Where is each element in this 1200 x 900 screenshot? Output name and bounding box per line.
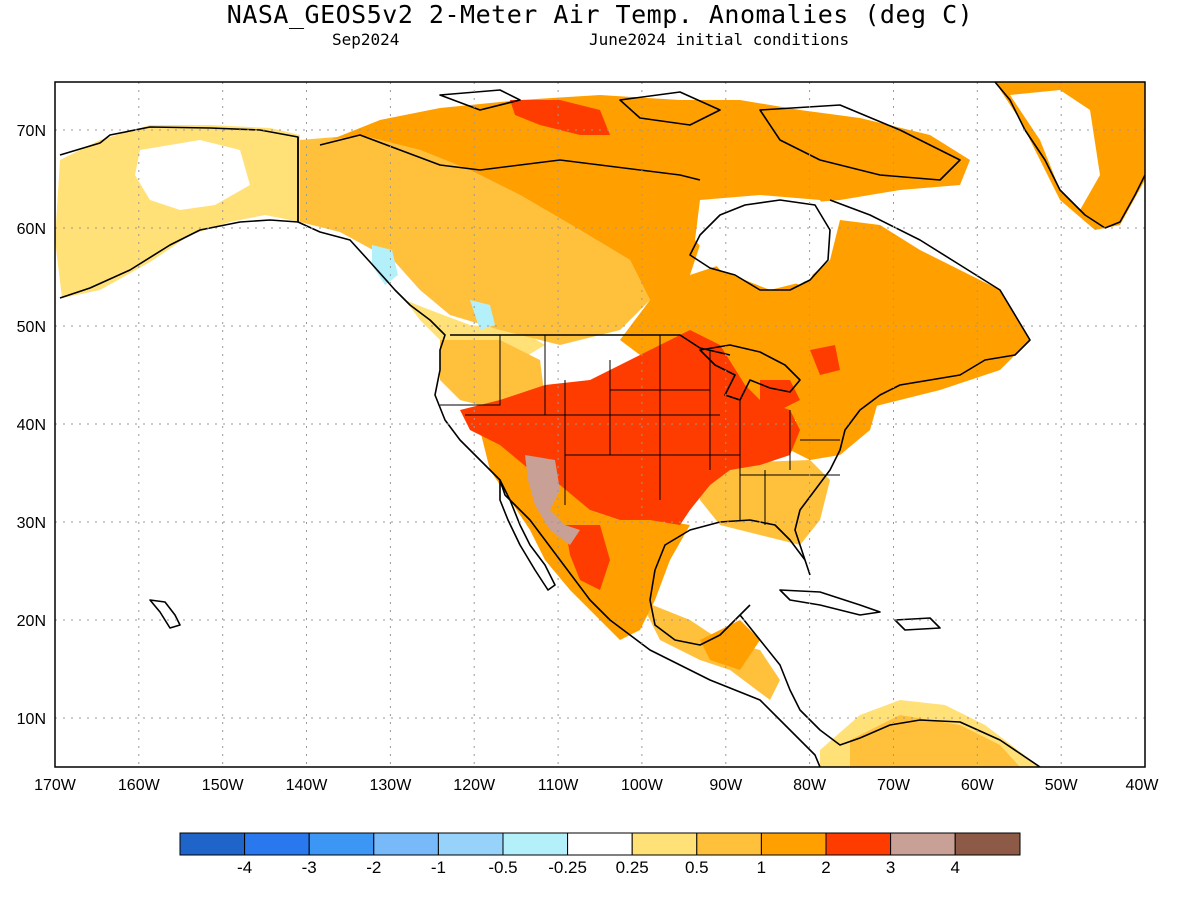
bc-interior-cool-patch	[470, 300, 495, 330]
colorbar-swatch	[308, 832, 375, 856]
lon-tick-label: 100W	[621, 777, 664, 794]
bc-coast-cool-patch	[372, 245, 398, 285]
init-conditions-label: June2024 initial conditions	[589, 30, 850, 49]
quebec-hot-patch	[810, 345, 840, 375]
lat-tick-labels: 10N 20N 30N 40N 50N 60N 70N	[17, 123, 46, 728]
colorbar-label: -3	[302, 858, 317, 877]
colorbar-swatch	[502, 832, 569, 856]
hudson-bay-neutral-area	[695, 195, 835, 290]
us-canada-border	[450, 334, 731, 356]
lon-tick-label: 90W	[709, 777, 743, 794]
alaska-neutral-patch	[135, 140, 250, 210]
colorbar-swatch	[373, 832, 439, 856]
lon-tick-label: 120W	[453, 777, 496, 794]
lat-tick-label: 60N	[17, 221, 46, 238]
hispaniola	[894, 617, 941, 631]
greenland-neutral-area	[1010, 90, 1100, 210]
coastlines	[59, 82, 1145, 767]
greenland-coastline	[994, 82, 1145, 229]
lon-tick-label: 110W	[538, 777, 580, 794]
lon-tick-label: 140W	[286, 777, 329, 794]
yukon-bc-orange-region	[300, 135, 650, 345]
colorbar-swatch	[179, 832, 246, 856]
arctic-island-1	[439, 89, 521, 111]
east-us-orange-region	[790, 390, 880, 460]
lon-tick-label: 40W	[1126, 777, 1160, 794]
lon-tick-label: 80W	[793, 777, 827, 794]
lon-tick-label: 130W	[370, 777, 413, 794]
map-area	[55, 82, 1145, 767]
colorbar-label: 0.5	[685, 858, 709, 877]
lon-tick-label: 160W	[118, 777, 161, 794]
anomaly-3-4-layer	[525, 455, 580, 545]
northern-canada-orange-region	[330, 95, 1030, 420]
central-america	[739, 614, 1041, 767]
colorbar: -4 -3 -2 -1 -0.5 -0.25 0.25 0.5 1 2 3 4	[179, 832, 1021, 877]
colorbar-label: -2	[366, 858, 381, 877]
lon-tick-label: 50W	[1045, 777, 1079, 794]
lon-tick-label: 150W	[202, 777, 245, 794]
colorbar-label: -4	[237, 858, 252, 877]
colorbar-swatch	[696, 832, 762, 856]
lon-tick-label: 70W	[877, 777, 911, 794]
north-mexico-hot-region	[565, 525, 610, 590]
canada-arctic-coast	[319, 134, 701, 181]
hudson-bay-coastline	[689, 199, 831, 291]
colorbar-label: 2	[821, 858, 830, 877]
colorbar-label: 1	[757, 858, 766, 877]
labrador-coastline	[794, 199, 1031, 576]
great-lakes	[699, 344, 801, 401]
state-border-1	[440, 335, 501, 406]
arizona-very-hot-region	[525, 455, 580, 545]
colorbar-swatch	[567, 832, 633, 856]
colorbar-swatch	[631, 832, 698, 856]
lat-tick-label: 10N	[17, 711, 46, 728]
pacific-northwest-orange-region	[440, 340, 545, 410]
lat-tick-label: 70N	[17, 123, 46, 140]
arctic-island-2	[619, 91, 721, 126]
gulf-coastline	[649, 519, 806, 646]
lon-tick-label: 60W	[961, 777, 995, 794]
colorbar-label: -0.25	[548, 858, 587, 877]
lat-tick-label: 30N	[17, 515, 46, 532]
colorbar-swatch	[890, 832, 956, 856]
lat-tick-label: 50N	[17, 319, 46, 336]
grid-lines	[55, 82, 1145, 767]
colorbar-label: -1	[431, 858, 446, 877]
lon-tick-label: 170W	[34, 777, 77, 794]
baffin-island	[759, 104, 961, 181]
hawaii	[149, 599, 181, 629]
colorbar-swatch	[825, 832, 892, 856]
colorbar-labels: -4 -3 -2 -1 -0.5 -0.25 0.25 0.5 1 2 3 4	[237, 858, 960, 877]
colorbar-label: 4	[950, 858, 959, 877]
lat-tick-label: 40N	[17, 417, 46, 434]
colorbar-label: -0.5	[488, 858, 517, 877]
colorbar-swatch	[244, 832, 310, 856]
cuba	[779, 589, 881, 616]
map-frame	[54, 81, 1146, 768]
us-state-borders	[440, 335, 840, 525]
map-title: NASA_GEOS5v2 2-Meter Air Temp. Anomalies…	[226, 0, 974, 29]
valid-month-label: Sep2024	[332, 30, 400, 49]
colorbar-swatch	[760, 832, 827, 856]
lon-tick-labels: 170W 160W 150W 140W 130W 120W 110W 100W …	[34, 777, 1159, 794]
colorbar-swatch	[437, 832, 504, 856]
baffin-hot-region	[510, 100, 610, 135]
alaska-south-coast	[59, 219, 299, 299]
colorbar-label: 0.25	[616, 858, 649, 877]
colorbar-swatch	[954, 832, 1021, 856]
baja-california	[499, 479, 556, 591]
yucatan-orange-region	[700, 620, 760, 670]
colorbar-label: 3	[886, 858, 895, 877]
lat-tick-label: 20N	[17, 613, 46, 630]
